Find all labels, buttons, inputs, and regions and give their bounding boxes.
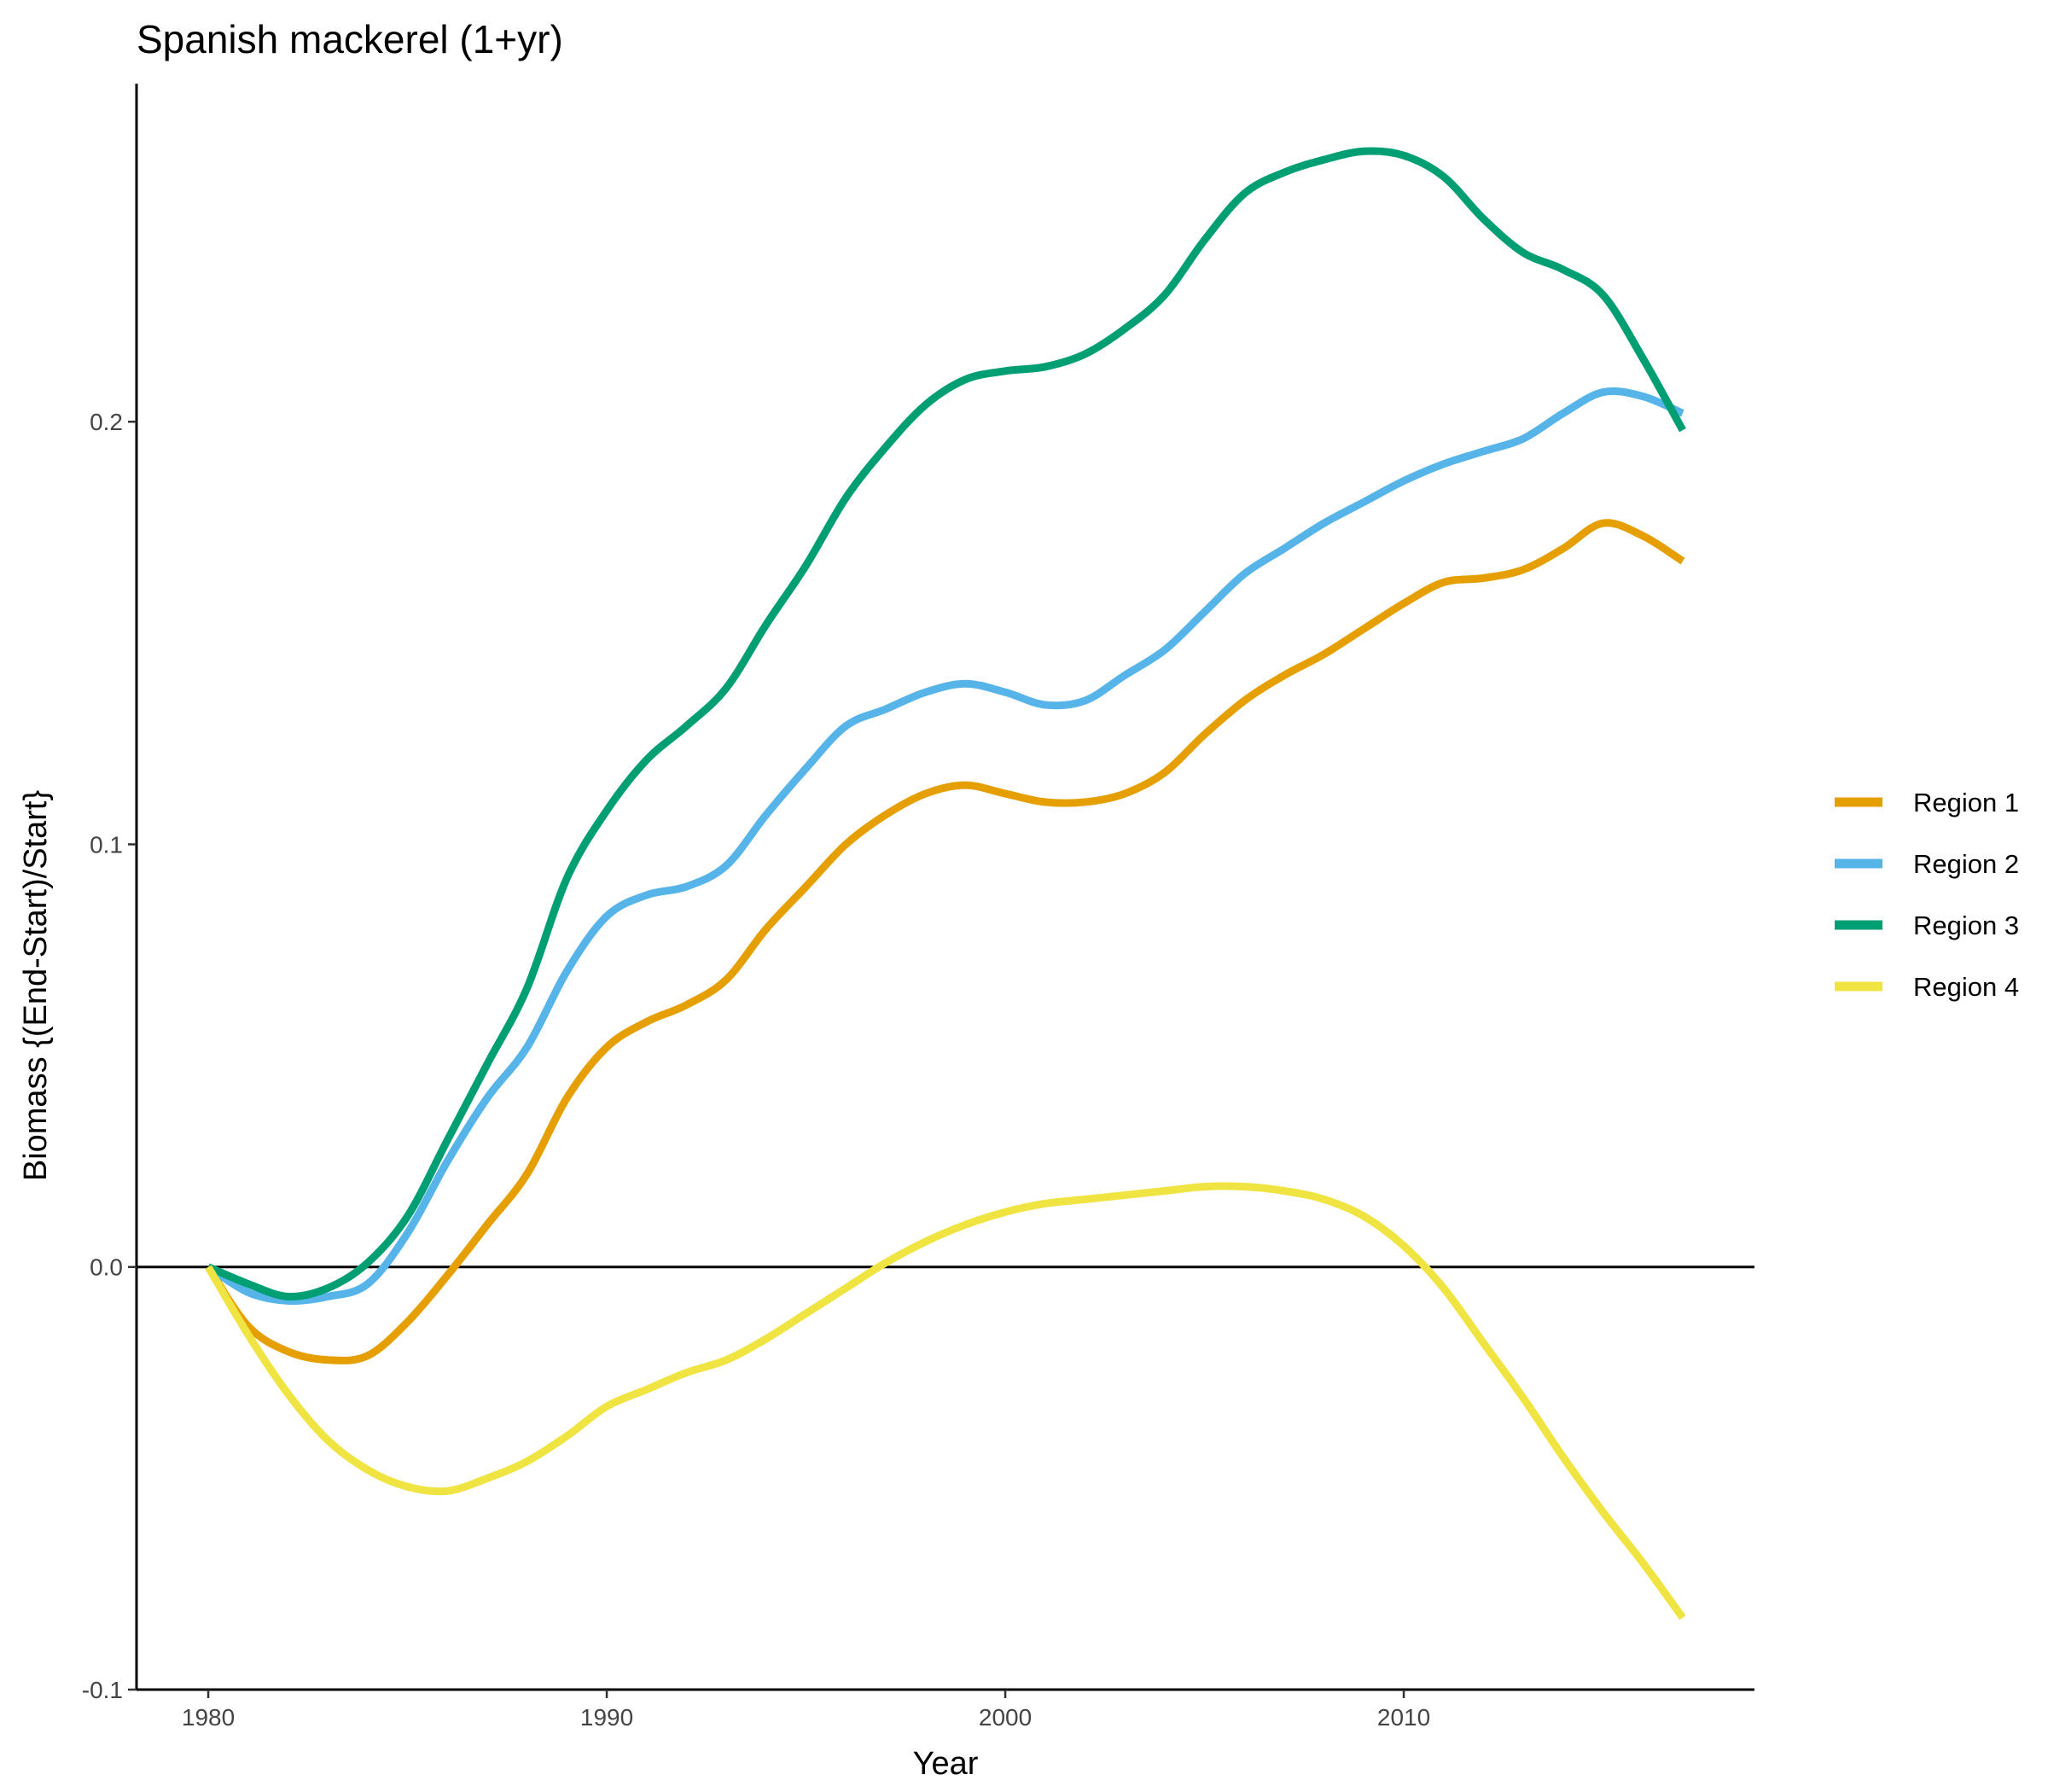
series-line-region-4: [205, 1182, 1686, 1620]
legend-label: Region 3: [1913, 911, 2019, 940]
x-tick-label: 1990: [580, 1704, 633, 1731]
legend-item-region-1: Region 1: [1835, 788, 2019, 817]
y-tick-label: 0.0: [90, 1254, 123, 1281]
series-line-region-3: [207, 147, 1686, 1300]
legend-item-region-4: Region 4: [1835, 972, 2019, 1002]
legend-label: Region 2: [1913, 849, 2019, 879]
series-line-region-2: [206, 387, 1684, 1306]
x-tick-label: 2010: [1377, 1704, 1430, 1731]
legend-item-region-3: Region 3: [1835, 911, 2019, 940]
x-tick-label: 1980: [182, 1704, 235, 1731]
y-tick-label: 0.1: [90, 831, 123, 858]
chart-title: Spanish mackerel (1+yr): [137, 17, 563, 61]
y-tick-label: 0.2: [90, 409, 123, 435]
axes: 1980 1990 2000 2010 -0.1 0.0 0.1 0.2: [82, 84, 1754, 1731]
plot-area: [137, 147, 1754, 1620]
legend-label: Region 1: [1913, 788, 2019, 817]
legend-item-region-2: Region 2: [1835, 849, 2019, 879]
series-line-region-1: [205, 519, 1685, 1364]
x-axis-title: Year: [913, 1746, 979, 1782]
y-tick-label: -0.1: [82, 1677, 123, 1703]
legend-label: Region 4: [1913, 972, 2019, 1002]
y-axis-title: Biomass {(End-Start)/Start}: [18, 790, 54, 1181]
legend: Region 1 Region 2 Region 3 Region 4: [1835, 788, 2019, 1002]
x-tick-label: 2000: [979, 1704, 1032, 1731]
